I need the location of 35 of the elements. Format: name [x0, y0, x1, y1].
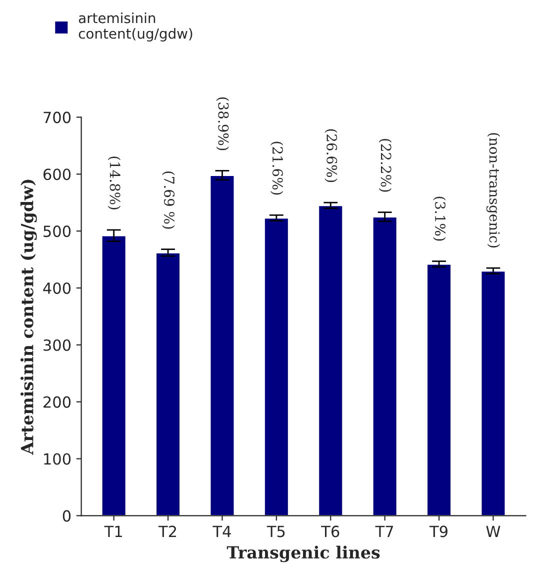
bar: [372, 216, 398, 516]
annotation: (38.9%): [216, 97, 229, 150]
y-tick-label: 200: [44, 396, 71, 408]
y-tick-label: 400: [43, 282, 71, 294]
x-tick-label: T9: [429, 526, 448, 538]
annotation: (21.6%): [270, 142, 284, 195]
annotation: (7.69 %): [162, 172, 175, 229]
x-tick-label: T2: [158, 526, 176, 538]
bar: [426, 263, 452, 516]
y-tick-label: 700: [44, 112, 71, 124]
x-tick-label: T1: [104, 526, 122, 538]
y-tick-label: 600: [43, 168, 71, 180]
bar: [209, 174, 236, 516]
bar: [100, 234, 127, 516]
bar: [264, 217, 290, 516]
annotation: (22.2%): [378, 138, 392, 192]
annotation: (3.1%): [433, 196, 446, 241]
bar: [155, 252, 181, 516]
y-tick-label: 100: [44, 453, 71, 465]
x-tick-label: T7: [375, 526, 394, 538]
y-tick-label: 500: [44, 226, 71, 238]
annotation: (14.8%): [108, 156, 121, 210]
x-axis-title: Transgenic lines: [226, 546, 380, 562]
y-axis-title: Artemisinin content (ug/gdw): [20, 180, 37, 455]
y-tick-label: 300: [44, 339, 71, 351]
annotation: (26.6%): [324, 129, 338, 182]
bar: [318, 204, 344, 516]
bar: [480, 270, 506, 516]
annotation: (non-transgenic): [486, 133, 500, 248]
legend-label: artemisinin content(ug/gdw): [78, 12, 192, 42]
x-tick-label: T4: [212, 526, 231, 538]
y-tick-label: 0: [62, 510, 71, 522]
x-tick-label: T5: [266, 526, 285, 538]
x-tick-label: T6: [321, 526, 340, 538]
x-tick-label: W: [486, 526, 500, 538]
